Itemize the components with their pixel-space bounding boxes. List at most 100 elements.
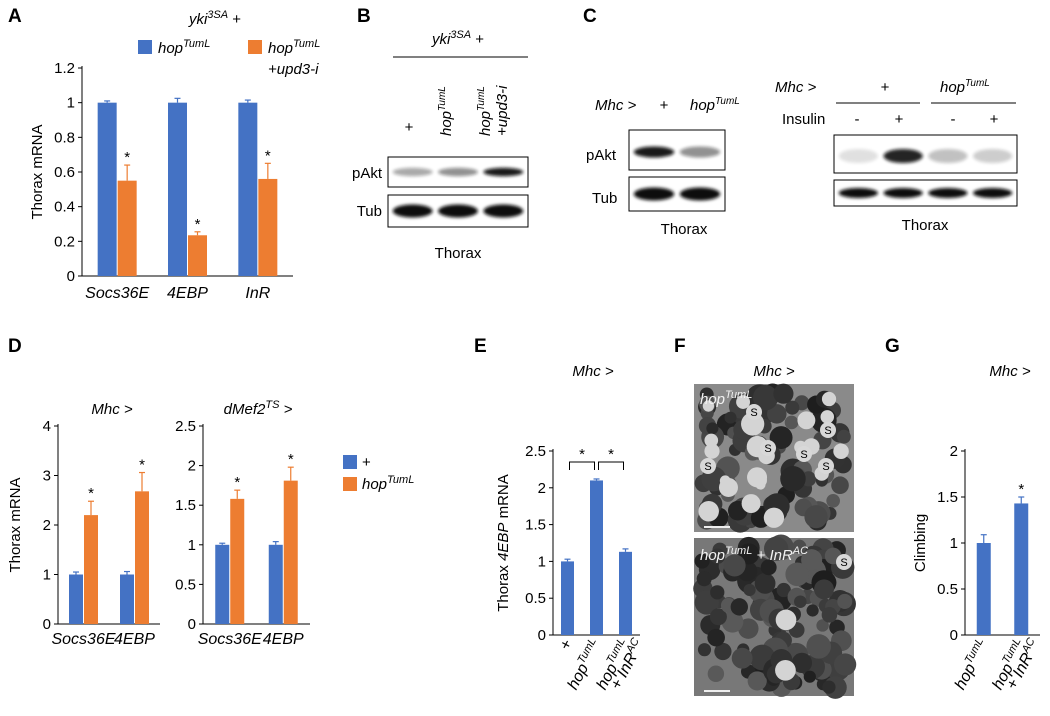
micrograph-f-s-marker: S bbox=[750, 407, 757, 419]
micrograph-f-s-markers: S S S S S S S bbox=[700, 404, 852, 570]
micrograph-f-bottom-myofibril bbox=[806, 604, 819, 617]
chart-a-bar-hoptuml-4ebp bbox=[168, 102, 187, 277]
blot-c-left: Mhc > + hopTumL pAkt Tub Thorax bbox=[586, 96, 740, 238]
micrograph-f-bottom-myofibril bbox=[747, 671, 767, 691]
chart-e-bar- bbox=[561, 561, 574, 635]
chart-g-bar-hoptuml bbox=[976, 543, 991, 635]
chart-d1-bar-hoptuml-4ebp bbox=[135, 491, 149, 624]
micrograph-f-top-mitochondrion bbox=[704, 433, 719, 448]
chart-e-y-axis-label: Thorax 4EBP mRNA bbox=[495, 474, 512, 612]
blot-c-right-bottom-band bbox=[883, 188, 923, 198]
micrograph-f-top-myofibril bbox=[706, 422, 719, 435]
micrograph-f-top-mitochondrion bbox=[736, 395, 751, 409]
micrograph-f-top-myofibril bbox=[826, 493, 840, 508]
chart-g-bar-hoptuml-inrac bbox=[1014, 503, 1029, 635]
blot-c-right-top-band bbox=[883, 149, 923, 163]
blot-c-left-pakt-bands bbox=[633, 146, 721, 158]
micrograph-f-bottom-myofibril bbox=[837, 593, 853, 609]
micrograph-f-top-myofibril bbox=[767, 404, 787, 424]
micrograph-f-bottom-myofibril bbox=[791, 652, 813, 674]
micrograph-f-bottom-scale-bar bbox=[704, 690, 730, 692]
micrograph-f-s-region bbox=[836, 554, 852, 570]
micrograph-f-bottom-myofibril bbox=[754, 572, 776, 594]
micrograph-f-bottom-myofibril bbox=[785, 562, 810, 587]
chart-d2-y-tick-label: 2 bbox=[188, 458, 196, 475]
micrograph-f-top-myofibril bbox=[784, 415, 799, 430]
legend-label-hoptuml: hopTumL bbox=[158, 38, 210, 57]
chart-d2-category-label: 4EBP bbox=[263, 631, 304, 648]
chart-d1-y-tick-label: 0 bbox=[43, 616, 51, 633]
chart-g-title: Mhc > bbox=[989, 363, 1031, 380]
chart-a-y-tick-label: 0.2 bbox=[54, 233, 75, 250]
chart-d2-category-label: Socs36E bbox=[198, 631, 262, 648]
chart-d1-y-tick-label: 3 bbox=[43, 468, 51, 485]
legend-swatch-hoptuml bbox=[138, 40, 152, 54]
micrograph-f-bottom-myofibril bbox=[696, 571, 712, 587]
chart-g-significance-star: * bbox=[1018, 481, 1024, 498]
chart-e-y-tick-label: 2 bbox=[538, 480, 546, 497]
chart-a-bar-hoptuml-inr bbox=[238, 102, 258, 277]
chart-e-significance-star: * bbox=[608, 446, 614, 463]
micrograph-f-bottom-myofibril bbox=[776, 582, 791, 598]
micrograph-f-bottom-myofibril bbox=[743, 583, 756, 597]
micrograph-f-s-marker: S bbox=[822, 461, 829, 473]
blot-c-left-pakt-band bbox=[679, 146, 721, 158]
micrograph-f-bottom-myofibril bbox=[730, 598, 748, 616]
micrograph-f-top-mitochondrion bbox=[741, 494, 761, 514]
blot-b-lane-3: hopTumL bbox=[476, 86, 494, 136]
blot-c-right: Mhc > + hopTumL Insulin - + - + Thorax bbox=[775, 78, 1018, 234]
chart-g-category-label: hopTumL bbox=[950, 636, 992, 693]
micrograph-f-bottom-myofibril bbox=[731, 647, 753, 669]
blot-b-footer: Thorax bbox=[435, 245, 482, 262]
chart-d1-bar--4ebp bbox=[120, 574, 134, 624]
micrograph-f-top-scale-bar bbox=[704, 526, 730, 528]
micrograph-f-top-myofibril bbox=[836, 429, 851, 444]
chart-e-category-label: + bbox=[557, 637, 576, 653]
blot-c-right-insulin-4: + bbox=[990, 111, 999, 128]
chart-a: yki3SA + hopTumL hopTumL +upd3-i 0 0.2 0.4… bbox=[29, 9, 320, 302]
blot-b-lane-1: + bbox=[405, 119, 414, 136]
chart-a-y-axis-label: Thorax mRNA bbox=[29, 124, 46, 219]
chart-d2-y-tick-label: 1 bbox=[188, 537, 196, 554]
blot-c-right-genotype: Mhc > bbox=[775, 79, 817, 96]
panel-label-b: B bbox=[357, 6, 371, 27]
chart-g-y-tick-label: 0 bbox=[950, 627, 958, 644]
chart-e-bar-hoptuml bbox=[590, 480, 603, 635]
blot-c-left-row-pakt: pAkt bbox=[586, 147, 617, 164]
micrograph-f-top-myofibril bbox=[773, 383, 794, 404]
blot-b-pakt-band bbox=[392, 167, 433, 177]
chart-d2-significance-star: * bbox=[234, 474, 240, 491]
chart-a-significance-star: * bbox=[265, 147, 271, 164]
blot-c-left-lane-1: + bbox=[660, 97, 669, 114]
blot-c-right-bottom-band bbox=[972, 188, 1013, 198]
chart-d2-bar-hoptuml-socs36e bbox=[230, 498, 245, 624]
chart-g-y-tick-label: 1 bbox=[950, 535, 958, 552]
chart-d2-y-tick-label: 1.5 bbox=[175, 497, 196, 514]
legend-d-label-hoptuml: hopTumL bbox=[362, 474, 414, 493]
micrograph-f-bottom-myofibril bbox=[814, 579, 834, 600]
chart-e-significance-bracket bbox=[569, 461, 595, 471]
chart-a-y-tick-label: 0 bbox=[67, 268, 75, 285]
chart-d2-bar--socs36e bbox=[215, 544, 230, 624]
micrograph-f-s-region bbox=[700, 458, 716, 474]
panel-label-d: D bbox=[8, 336, 22, 357]
blot-c-right-bottom-bands bbox=[838, 188, 1013, 198]
micrograph-f-top-myofibril bbox=[831, 476, 849, 495]
micrograph-f-bottom-myofibril bbox=[764, 536, 789, 561]
micrograph-f-bottom-myofibril bbox=[833, 653, 857, 676]
chart-d2-y-tick-label: 2.5 bbox=[175, 418, 196, 435]
blot-c-right-insulin-3: - bbox=[951, 111, 956, 128]
micrograph-f: Mhc > hopTumL hopTumL + InRAC S S S S S S S bbox=[693, 363, 857, 699]
micrograph-f-top-mitochondrion bbox=[719, 475, 731, 487]
micrograph-f-bottom-mitochondrion bbox=[775, 659, 796, 681]
chart-e-y-tick-label: 2.5 bbox=[525, 443, 546, 460]
chart-d1-significance-star: * bbox=[88, 485, 94, 502]
micrograph-f-top-mitochondrion bbox=[797, 411, 816, 430]
micrograph-f-top-myofibril bbox=[780, 466, 806, 492]
blot-b-pakt-bands bbox=[392, 167, 524, 177]
chart-a-significance-star: * bbox=[195, 216, 201, 233]
micrograph-f-bottom-myofibril bbox=[697, 643, 712, 657]
legend-label-upd3i-extra: +upd3-i bbox=[268, 61, 319, 78]
chart-e-y-tick-label: 1.5 bbox=[525, 517, 546, 534]
chart-a-title: yki3SA + bbox=[188, 9, 241, 28]
